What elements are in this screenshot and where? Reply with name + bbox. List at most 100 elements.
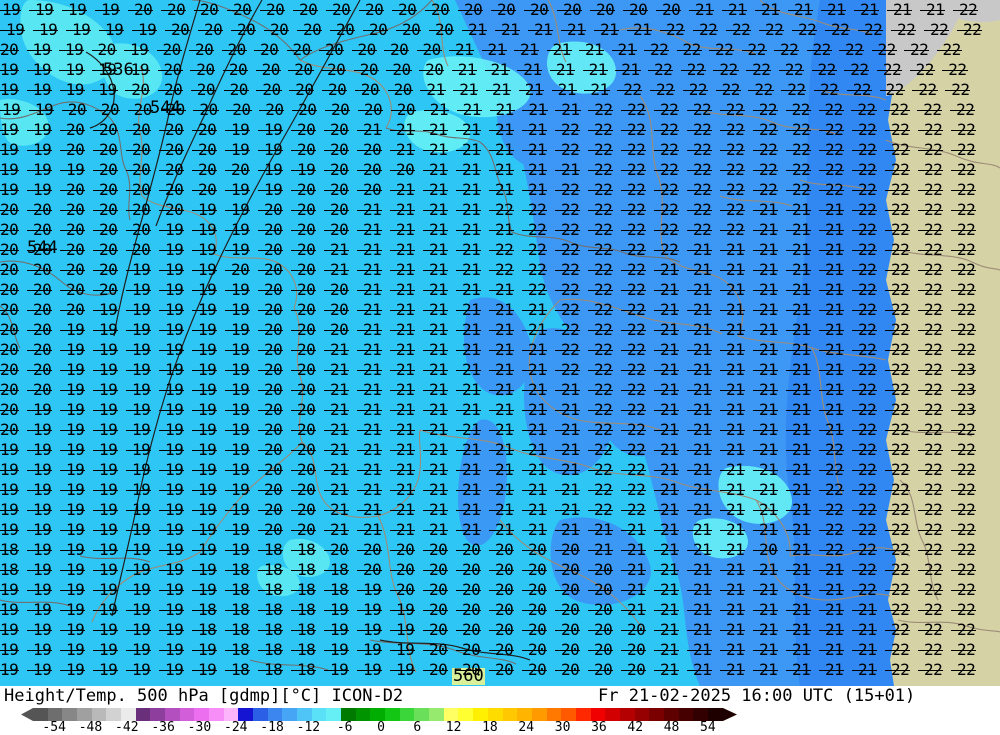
temperature-value: 21 bbox=[792, 500, 811, 519]
temperature-value: 22 bbox=[963, 20, 982, 39]
temperature-value: 20 bbox=[134, 0, 153, 19]
temperature-value: 19 bbox=[231, 200, 250, 219]
colorbar-tick: -18 bbox=[260, 720, 284, 735]
temperature-value: 20 bbox=[398, 0, 417, 19]
temperature-value: 20 bbox=[99, 200, 118, 219]
temperature-value: 21 bbox=[495, 360, 514, 379]
temperature-value: 21 bbox=[495, 400, 514, 419]
colorbar-swatch bbox=[429, 708, 444, 721]
temperature-value: 22 bbox=[910, 40, 929, 59]
temperature-value: 18 bbox=[264, 640, 283, 659]
temperature-value: 19 bbox=[39, 20, 58, 39]
temperature-value: 20 bbox=[495, 580, 514, 599]
temperature-value: 21 bbox=[825, 300, 844, 319]
temperature-value: 20 bbox=[0, 360, 19, 379]
temperature-value: 21 bbox=[462, 220, 481, 239]
temperature-value: 22 bbox=[891, 640, 910, 659]
temperature-value: 21 bbox=[759, 560, 778, 579]
colorbar-swatch bbox=[473, 708, 488, 721]
temperature-value: 22 bbox=[754, 80, 773, 99]
temperature-value: 20 bbox=[330, 140, 349, 159]
temperature-value: 20 bbox=[99, 140, 118, 159]
temperature-value: 20 bbox=[66, 220, 85, 239]
temperature-value: 19 bbox=[198, 440, 217, 459]
temperature-value: 22 bbox=[924, 360, 943, 379]
temperature-value: 21 bbox=[660, 300, 679, 319]
temperature-value: 21 bbox=[759, 600, 778, 619]
temperature-value: 19 bbox=[132, 580, 151, 599]
temperature-value: 21 bbox=[825, 560, 844, 579]
temperature-value: 21 bbox=[726, 380, 745, 399]
temperature-value: 22 bbox=[660, 100, 679, 119]
colorbar-swatch bbox=[194, 708, 210, 721]
temperature-value: 19 bbox=[65, 40, 84, 59]
temperature-value: 22 bbox=[924, 460, 943, 479]
temperature-value: 19 bbox=[6, 20, 25, 39]
temperature-value: 22 bbox=[825, 520, 844, 539]
temperature-value: 19 bbox=[33, 560, 52, 579]
temperature-value: 20 bbox=[66, 260, 85, 279]
temperature-value: 20 bbox=[165, 140, 184, 159]
temperature-value: 19 bbox=[33, 580, 52, 599]
temperature-value: 22 bbox=[923, 100, 942, 119]
temperature-value: 19 bbox=[165, 240, 184, 259]
temperature-value: 19 bbox=[330, 620, 349, 639]
temperature-value: 19 bbox=[198, 420, 217, 439]
temperature-value: 21 bbox=[330, 420, 349, 439]
temperature-value: 21 bbox=[693, 340, 712, 359]
temperature-value: 20 bbox=[33, 360, 52, 379]
temperature-value: 21 bbox=[429, 340, 448, 359]
temperature-value: 20 bbox=[264, 480, 283, 499]
temperature-value: 20 bbox=[262, 80, 281, 99]
temperature-value: 20 bbox=[0, 380, 19, 399]
temperature-value: 21 bbox=[462, 100, 482, 119]
temperature-value: 22 bbox=[594, 480, 613, 499]
temperature-value: 20 bbox=[363, 540, 382, 559]
colorbar-swatch bbox=[634, 708, 650, 721]
temperature-value: 20 bbox=[99, 280, 118, 299]
temperature-value: 20 bbox=[528, 620, 547, 639]
temperature-value: 20 bbox=[528, 660, 547, 679]
temperature-value: 21 bbox=[330, 360, 349, 379]
colorbar-tick: 48 bbox=[663, 720, 680, 735]
temperature-value: 22 bbox=[627, 260, 646, 279]
temperature-value: 20 bbox=[229, 80, 249, 99]
temperature-value: 22 bbox=[890, 100, 909, 119]
temperature-value: 21 bbox=[693, 560, 712, 579]
temperature-value: 20 bbox=[332, 0, 351, 19]
temperature-value: 19 bbox=[297, 160, 316, 179]
temperature-value: 19 bbox=[66, 380, 85, 399]
temperature-value: 19 bbox=[65, 60, 84, 79]
temperature-value: 20 bbox=[266, 0, 285, 19]
temperature-value: 21 bbox=[462, 340, 481, 359]
temperature-value: 19 bbox=[330, 660, 349, 679]
temperature-value: 19 bbox=[165, 580, 184, 599]
map-canvas[interactable]: 536 544 544 560 19 19 19 19 20 20 20 20 20 20 20 20 20 2… bbox=[0, 0, 1000, 686]
temperature-value: 20 bbox=[495, 640, 514, 659]
temperature-value: 21 bbox=[459, 80, 478, 99]
temperature-value: 22 bbox=[825, 160, 844, 179]
temperature-value: 20 bbox=[200, 0, 219, 19]
temperature-value: 20 bbox=[261, 60, 281, 79]
temperature-value: 21 bbox=[627, 520, 646, 539]
temperature-value: 19 bbox=[101, 0, 120, 19]
temperature-value: 21 bbox=[490, 60, 510, 79]
temperature-value: 20 bbox=[270, 20, 289, 39]
temperature-value: 19 bbox=[33, 500, 52, 519]
temperature-value: 20 bbox=[297, 340, 316, 359]
temperature-value: 20 bbox=[594, 660, 613, 679]
temperature-value: 22 bbox=[891, 460, 910, 479]
temperature-value: 19 bbox=[66, 320, 85, 339]
temperature-value: 21 bbox=[495, 120, 514, 139]
temperature-value: 21 bbox=[590, 80, 609, 99]
temperature-value: 22 bbox=[825, 440, 844, 459]
temperature-value: 20 bbox=[330, 300, 349, 319]
temperature-value: 21 bbox=[759, 460, 778, 479]
temperature-value: 22 bbox=[798, 20, 817, 39]
temperature-value: 22 bbox=[594, 380, 613, 399]
temperature-value: 20 bbox=[363, 180, 382, 199]
temperature-value: 18 bbox=[264, 600, 283, 619]
temperature-value: 22 bbox=[831, 20, 850, 39]
temperature-value: 21 bbox=[825, 220, 844, 239]
temperature-value: 21 bbox=[759, 380, 778, 399]
